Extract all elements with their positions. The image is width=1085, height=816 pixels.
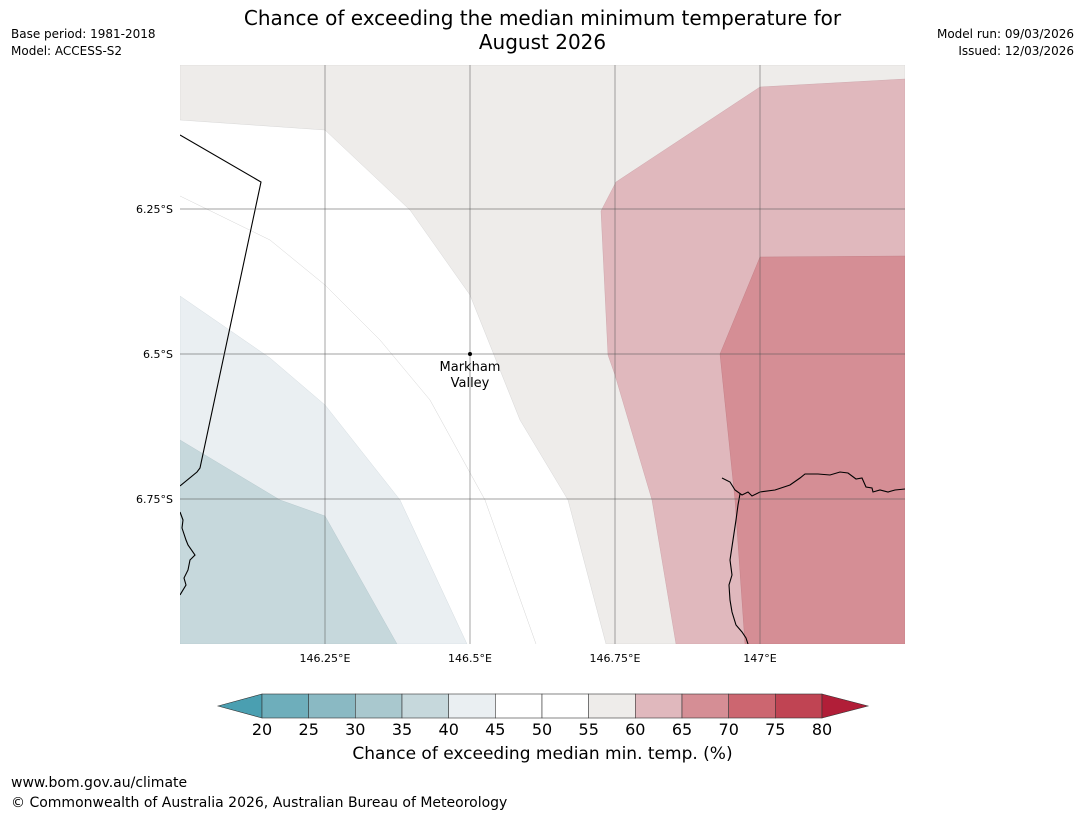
lon-label: 146.75°E	[590, 652, 641, 665]
colorbar-tick: 20	[252, 720, 272, 739]
colorbar-tick: 45	[485, 720, 505, 739]
map-area[interactable]	[180, 65, 905, 644]
place-label-line-1: Markham	[440, 360, 501, 375]
colorbar-segment	[682, 694, 729, 718]
colorbar-segment	[729, 694, 776, 718]
colorbar-label: Chance of exceeding median min. temp. (%…	[0, 744, 1085, 764]
colorbar-tick: 55	[579, 720, 599, 739]
map-figure: Markham Valley 146.25°E 146.5°E 146.75°E…	[0, 0, 1085, 816]
footer-url[interactable]: www.bom.gov.au/climate	[11, 775, 187, 791]
lat-label: 6.5°S	[143, 348, 173, 361]
lat-label: 6.75°S	[136, 493, 173, 506]
lon-label: 147°E	[743, 652, 776, 665]
colorbar-arrow-high	[822, 694, 868, 718]
colorbar-tick: 65	[672, 720, 692, 739]
colorbar-segment	[775, 694, 822, 718]
colorbar-tick: 35	[392, 720, 412, 739]
place-marker[interactable]	[468, 352, 472, 356]
colorbar-ticks: 20 25 30 35 40 45 50 55 60 65 70 75 80	[252, 720, 832, 739]
colorbar-segment	[449, 694, 496, 718]
colorbar-tick: 40	[439, 720, 459, 739]
lon-label: 146.25°E	[300, 652, 351, 665]
colorbar-tick: 60	[625, 720, 645, 739]
colorbar-tick: 80	[812, 720, 832, 739]
band-65-70	[720, 256, 905, 644]
colorbar-tick: 30	[345, 720, 365, 739]
colorbar-segment	[355, 694, 402, 718]
colorbar-segment	[309, 694, 356, 718]
colorbar-tick: 25	[299, 720, 319, 739]
lon-label: 146.5°E	[448, 652, 492, 665]
colorbar-tick: 50	[532, 720, 552, 739]
colorbar-segment	[402, 694, 449, 718]
footer-copyright: © Commonwealth of Australia 2026, Austra…	[11, 795, 507, 811]
colorbar-tick: 75	[765, 720, 785, 739]
colorbar-segment	[542, 694, 589, 718]
colorbar-segment	[635, 694, 682, 718]
colorbar-tick: 70	[719, 720, 739, 739]
colorbar-segment	[589, 694, 636, 718]
colorbar-segment	[262, 694, 309, 718]
place-label-line-2: Valley	[451, 376, 490, 391]
colorbar-segment	[495, 694, 542, 718]
lat-label: 6.25°S	[136, 203, 173, 216]
colorbar-arrow-low	[218, 694, 262, 718]
colorbar	[218, 694, 868, 718]
